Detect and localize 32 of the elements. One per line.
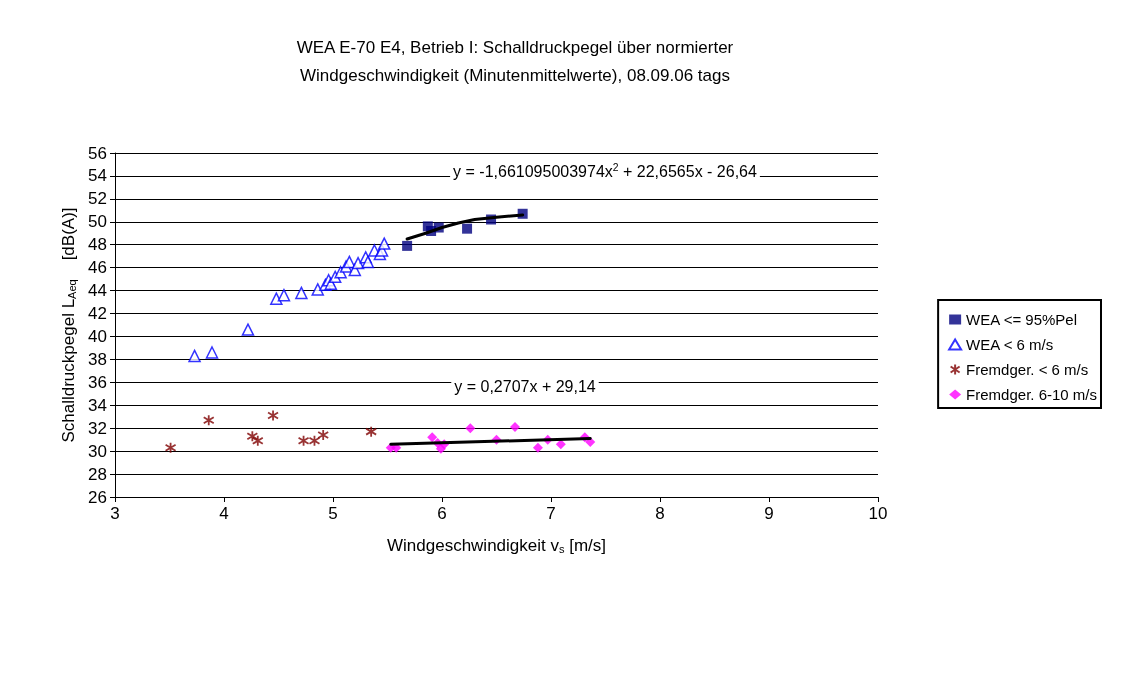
x-tick-label: 8 [655,504,665,523]
legend-label: Fremdger. 6-10 m/s [966,386,1098,403]
y-tick-label: 30 [88,441,107,461]
x-axis-title: Windgeschwindigkeit vs [m/s] [386,536,607,556]
y-tick-label: 52 [88,189,107,209]
y-tick-label: 50 [88,212,107,232]
annotation: y = 0,2707x + 29,14 [454,377,596,395]
chart-title: WEA E-70 E4, Betrieb I: Schalldruckpegel über normierter Windgeschwindigkeit (Minutenmittelwerte), 08.09.06 tags [296,37,734,85]
x-tick-label: 6 [437,504,447,523]
y-tick-label: 44 [88,281,107,301]
y-tick-label: 28 [88,464,107,484]
x-tick-label: 7 [546,504,556,523]
x-tick-label: 3 [110,504,120,523]
legend-label: WEA < 6 m/s [966,336,1054,353]
y-tick-label: 26 [88,487,107,507]
y-tick-label: 38 [88,349,107,369]
text: Schalldruckpegel LAeq [dB(A)] [58,207,78,443]
y-tick-label: 56 [88,143,107,163]
y-tick-label: 36 [88,372,107,392]
x-tick-label: 9 [764,504,774,523]
y-tick-label: 54 [88,166,107,186]
x-tick-label: 4 [219,504,229,523]
y-tick-label: 32 [88,418,107,438]
y-tick-label: 34 [88,395,107,415]
y-tick-label: 48 [88,235,107,255]
legend-label: Fremdger. < 6 m/s [966,361,1089,378]
y-tick-label: 40 [88,326,107,346]
legend-label: WEA <= 95%Pel [966,311,1078,328]
x-tick-label: 10 [868,504,888,523]
y-tick-label: 46 [88,258,107,278]
y-tick-label: 42 [88,304,107,324]
x-tick-label: 5 [328,504,338,523]
